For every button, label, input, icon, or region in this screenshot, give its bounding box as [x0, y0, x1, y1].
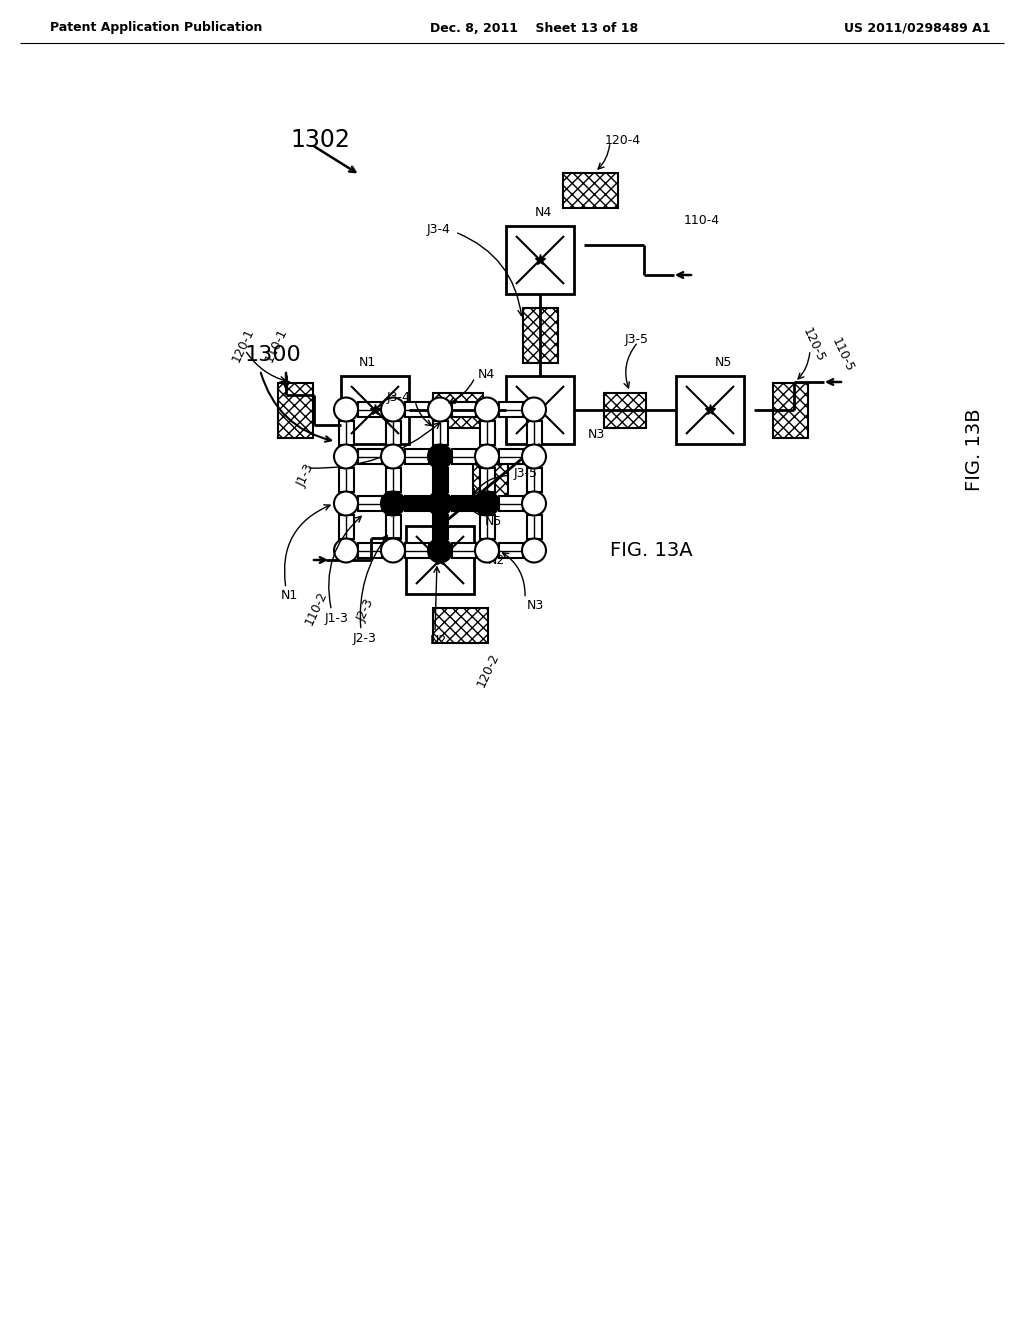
Text: J1-3: J1-3 — [325, 612, 348, 624]
Bar — [278, 383, 312, 437]
Bar — [385, 515, 400, 539]
Text: N5: N5 — [485, 515, 503, 528]
Bar — [404, 496, 428, 511]
Text: N1: N1 — [281, 589, 298, 602]
Bar — [452, 403, 475, 417]
Bar — [526, 469, 542, 492]
Bar — [432, 421, 447, 445]
Bar — [562, 173, 617, 207]
Bar — [341, 376, 409, 444]
Text: 120-4: 120-4 — [605, 133, 641, 147]
Bar — [432, 469, 447, 492]
Text: 120-5: 120-5 — [800, 326, 827, 364]
Text: Patent Application Publication: Patent Application Publication — [50, 21, 262, 34]
Bar — [357, 449, 382, 465]
Text: N5: N5 — [715, 355, 732, 368]
Bar — [479, 469, 495, 492]
Bar — [499, 543, 522, 558]
Bar — [526, 421, 542, 445]
Bar — [357, 543, 382, 558]
Text: FIG. 13A: FIG. 13A — [610, 540, 692, 560]
Bar — [339, 469, 353, 492]
Bar — [406, 525, 474, 594]
Bar — [452, 496, 475, 511]
Text: 110-1: 110-1 — [262, 326, 290, 364]
Bar — [357, 496, 382, 511]
Text: 1300: 1300 — [245, 345, 302, 366]
Circle shape — [428, 539, 452, 562]
Bar — [676, 376, 744, 444]
Bar — [432, 607, 487, 643]
Bar — [339, 421, 353, 445]
Circle shape — [381, 397, 406, 421]
Text: 110-2: 110-2 — [302, 589, 330, 627]
Bar — [506, 376, 574, 444]
Circle shape — [522, 539, 546, 562]
Text: J3-5: J3-5 — [625, 334, 649, 346]
Circle shape — [334, 539, 358, 562]
Circle shape — [522, 491, 546, 516]
Circle shape — [522, 397, 546, 421]
Text: N4: N4 — [478, 368, 496, 381]
Circle shape — [475, 445, 499, 469]
Circle shape — [381, 445, 406, 469]
Text: 110-4: 110-4 — [684, 214, 720, 227]
Circle shape — [428, 491, 452, 516]
Circle shape — [475, 491, 499, 516]
Bar — [479, 515, 495, 539]
Bar — [506, 226, 574, 294]
Bar — [479, 421, 495, 445]
Bar — [357, 403, 382, 417]
Circle shape — [475, 397, 499, 421]
Text: 120-1: 120-1 — [230, 326, 257, 364]
Bar — [472, 465, 508, 506]
Bar — [404, 403, 428, 417]
Text: J2-3: J2-3 — [353, 632, 377, 645]
Text: 110-5: 110-5 — [829, 335, 856, 374]
Bar — [452, 543, 475, 558]
Text: 1302: 1302 — [290, 128, 350, 152]
Circle shape — [334, 397, 358, 421]
Bar — [339, 515, 353, 539]
Bar — [772, 383, 808, 437]
Text: J3-4: J3-4 — [426, 223, 450, 236]
Text: N3: N3 — [588, 429, 605, 441]
Bar — [499, 449, 522, 465]
Circle shape — [381, 539, 406, 562]
Circle shape — [475, 539, 499, 562]
Circle shape — [334, 491, 358, 516]
Text: US 2011/0298489 A1: US 2011/0298489 A1 — [844, 21, 990, 34]
Text: J1-3: J1-3 — [295, 462, 316, 488]
Bar — [499, 496, 522, 511]
Bar — [385, 469, 400, 492]
Bar — [452, 449, 475, 465]
Circle shape — [381, 491, 406, 516]
Bar — [404, 449, 428, 465]
Text: Dec. 8, 2011    Sheet 13 of 18: Dec. 8, 2011 Sheet 13 of 18 — [430, 21, 638, 34]
Bar — [404, 543, 428, 558]
Text: N2: N2 — [430, 634, 447, 647]
Bar — [522, 308, 557, 363]
Text: J2-3: J2-3 — [355, 597, 377, 623]
Bar — [499, 403, 522, 417]
Circle shape — [428, 397, 452, 421]
Text: N2: N2 — [488, 553, 505, 566]
Text: N3: N3 — [527, 599, 544, 612]
Circle shape — [428, 445, 452, 469]
Text: J3-5: J3-5 — [513, 467, 538, 480]
Text: N4: N4 — [535, 206, 552, 219]
Circle shape — [522, 445, 546, 469]
Circle shape — [334, 445, 358, 469]
Text: FIG. 13B: FIG. 13B — [965, 409, 984, 491]
Bar — [432, 515, 447, 539]
Bar — [604, 392, 646, 428]
Text: N1: N1 — [358, 355, 376, 368]
Text: J3-4: J3-4 — [386, 392, 410, 404]
Bar — [433, 392, 483, 428]
Text: 120-2: 120-2 — [475, 651, 502, 689]
Bar — [526, 515, 542, 539]
Bar — [385, 421, 400, 445]
